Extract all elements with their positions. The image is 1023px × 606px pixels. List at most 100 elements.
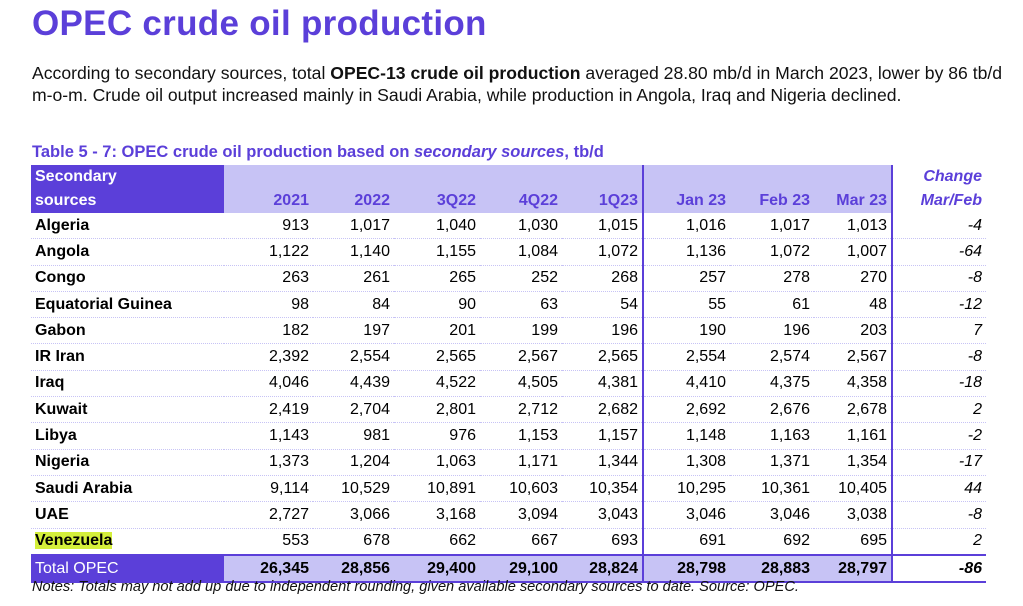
change-cell: 2 [892, 528, 986, 556]
value-cell: 1,163 [730, 422, 814, 450]
change-cell: -8 [892, 343, 986, 371]
value-cell: 1,072 [730, 238, 814, 266]
country-name-text: Kuwait [35, 400, 88, 418]
value-cell: 2,574 [730, 343, 814, 371]
value-cell: 553 [224, 528, 313, 556]
table-row: Equatorial Guinea 98 84 90 63 54 55 61 48 -12 [31, 291, 986, 319]
value-cell: 10,361 [730, 475, 814, 503]
country-name-text: Saudi Arabia [35, 479, 133, 497]
intro-bold-text: OPEC-13 crude oil production [330, 63, 581, 83]
value-cell: 1,017 [313, 213, 394, 240]
value-cell: 263 [224, 265, 313, 292]
column-header: Jan 23 [643, 189, 730, 213]
total-row: Total OPEC 26,345 28,856 29,400 29,100 28,824… [31, 553, 986, 584]
value-cell: 4,046 [224, 370, 313, 398]
total-label: Total OPEC [31, 553, 224, 584]
country-name-text: Total OPEC [35, 559, 119, 577]
value-cell: 2,565 [394, 343, 480, 371]
table-body: Algeria 913 1,017 1,040 1,030 1,015 1,016 1,017… [31, 213, 986, 584]
production-table: Secondary Change sources 2021 2022 3Q22 4Q2… [31, 165, 986, 584]
value-cell: 270 [814, 265, 893, 292]
change-cell: -86 [892, 553, 986, 584]
value-cell: 1,143 [224, 422, 313, 450]
country-name-text: Iraq [35, 374, 65, 392]
column-header: 4Q22 [480, 189, 562, 213]
change-cell: -8 [892, 501, 986, 529]
column-header: 2022 [313, 189, 394, 213]
value-cell: 201 [394, 317, 480, 345]
column-header: 3Q22 [394, 189, 480, 213]
value-cell: 2,678 [814, 396, 893, 424]
table-row: Nigeria 1,373 1,204 1,063 1,171 1,344 1,308 1,3… [31, 449, 986, 476]
value-cell: 1,072 [562, 238, 644, 266]
value-cell: 3,168 [394, 501, 480, 529]
value-cell: 98 [224, 291, 313, 319]
value-cell: 63 [480, 291, 562, 319]
value-cell: 10,603 [480, 475, 562, 503]
header-change-line2: Mar/Feb [892, 189, 986, 213]
value-cell: 693 [562, 528, 644, 556]
header-corner-line1: Secondary [31, 165, 224, 189]
value-cell: 4,410 [643, 370, 730, 398]
table-row: Angola 1,122 1,140 1,155 1,084 1,072 1,136 1,07… [31, 238, 986, 266]
intro-text-2: averaged 28.80 mb/d in March 2023, lower… [32, 63, 1003, 105]
value-cell: 1,157 [562, 422, 644, 450]
value-cell: 3,038 [814, 501, 893, 529]
value-cell: 1,155 [394, 238, 480, 266]
value-cell: 1,308 [643, 449, 730, 476]
header-row-1: Secondary Change [31, 165, 986, 189]
value-cell: 1,084 [480, 238, 562, 266]
country-name-text: IR Iran [35, 348, 85, 366]
value-cell: 1,122 [224, 238, 313, 266]
table-row: Saudi Arabia 9,114 10,529 10,891 10,603 10,35… [31, 475, 986, 503]
value-cell: 252 [480, 265, 562, 292]
value-cell: 1,373 [224, 449, 313, 476]
country-name-text: Nigeria [35, 453, 90, 471]
value-cell: 197 [313, 317, 394, 345]
value-cell: 182 [224, 317, 313, 345]
value-cell: 265 [394, 265, 480, 292]
table-row: Venezuela 553 678 662 667 693 691 692 695 2 [31, 528, 986, 556]
value-cell: 1,161 [814, 422, 893, 450]
change-cell: -4 [892, 213, 986, 240]
value-cell: 1,171 [480, 449, 562, 476]
value-cell: 4,505 [480, 370, 562, 398]
value-cell: 1,344 [562, 449, 644, 476]
caption-italic-text: secondary sources [414, 143, 565, 161]
value-cell: 1,007 [814, 238, 893, 266]
header-corner-line2: sources [31, 189, 224, 213]
country-name: IR Iran [31, 343, 224, 371]
value-cell: 261 [313, 265, 394, 292]
value-cell: 26,345 [224, 553, 313, 584]
country-name-text: Libya [35, 427, 77, 445]
value-cell: 2,704 [313, 396, 394, 424]
table-row: Libya 1,143 981 976 1,153 1,157 1,148 1,163 1,16… [31, 422, 986, 450]
value-cell: 2,801 [394, 396, 480, 424]
value-cell: 1,140 [313, 238, 394, 266]
table-row: Gabon 182 197 201 199 196 190 196 203 7 [31, 317, 986, 345]
value-cell: 1,013 [814, 213, 893, 240]
value-cell: 29,100 [480, 553, 562, 584]
table-caption: Table 5 - 7: OPEC crude oil production b… [32, 143, 604, 162]
value-cell: 190 [643, 317, 730, 345]
intro-paragraph: According to secondary sources, total OP… [32, 62, 1012, 106]
value-cell: 28,797 [814, 553, 893, 584]
table-row: Congo 263 261 265 252 268 257 278 270 -8 [31, 265, 986, 292]
value-cell: 4,522 [394, 370, 480, 398]
country-name: Angola [31, 238, 224, 266]
caption-text-2: , tb/d [564, 143, 604, 161]
country-name: Equatorial Guinea [31, 291, 224, 319]
value-cell: 28,883 [730, 553, 814, 584]
header-blank [562, 165, 644, 189]
value-cell: 48 [814, 291, 893, 319]
value-cell: 692 [730, 528, 814, 556]
header-blank [730, 165, 814, 189]
country-name-text: Angola [35, 242, 90, 260]
value-cell: 4,381 [562, 370, 644, 398]
value-cell: 10,405 [814, 475, 893, 503]
value-cell: 1,016 [643, 213, 730, 240]
value-cell: 1,371 [730, 449, 814, 476]
value-cell: 257 [643, 265, 730, 292]
table-row: Algeria 913 1,017 1,040 1,030 1,015 1,016 1,017… [31, 213, 986, 240]
change-cell: 2 [892, 396, 986, 424]
